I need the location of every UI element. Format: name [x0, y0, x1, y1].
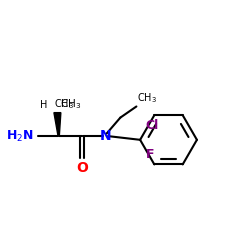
Text: CH$_3$: CH$_3$ [60, 97, 81, 111]
Text: N: N [100, 129, 111, 143]
Text: CH$_3$: CH$_3$ [137, 91, 157, 104]
Text: H$_2$N: H$_2$N [6, 128, 34, 144]
Text: F: F [146, 148, 154, 161]
Text: O: O [76, 161, 88, 175]
Text: CH$_3$: CH$_3$ [54, 97, 74, 111]
Text: H: H [40, 100, 48, 110]
Text: Cl: Cl [146, 119, 159, 132]
Polygon shape [54, 113, 61, 135]
